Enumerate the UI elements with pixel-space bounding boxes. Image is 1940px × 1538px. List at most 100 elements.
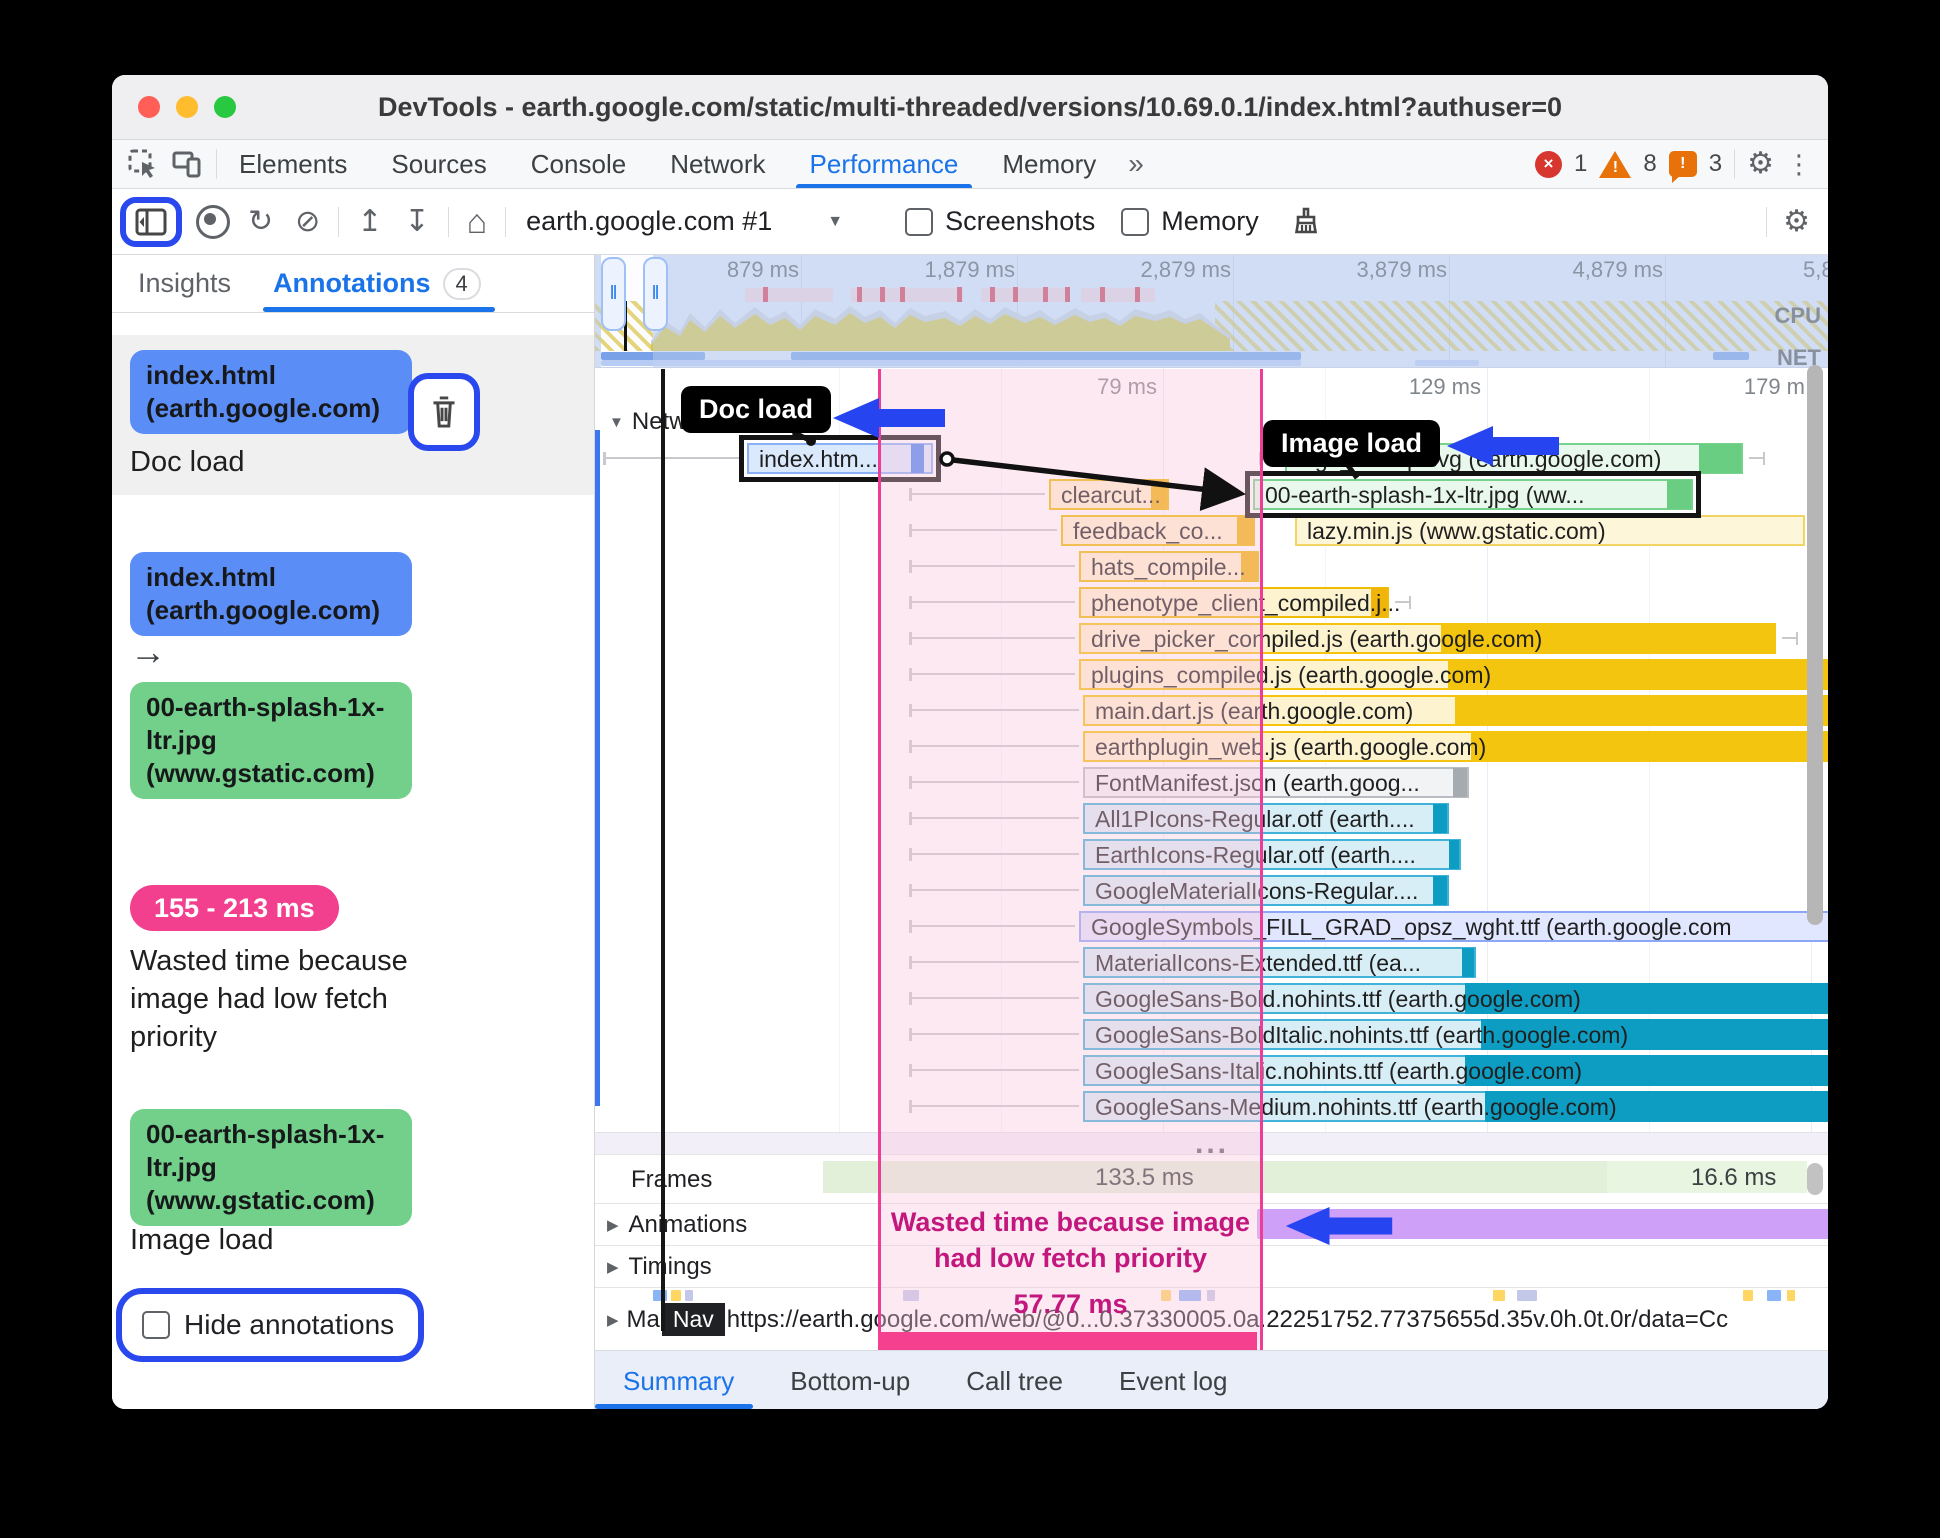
network-request-bar[interactable]: 00-earth-splash-1x-ltr.jpg (ww... <box>1253 479 1693 510</box>
reload-and-record-button[interactable]: ↻ <box>248 204 274 238</box>
warning-icon[interactable]: ! <box>1599 150 1632 178</box>
frames-track[interactable]: Frames 133.5 ms 16.6 ms <box>595 1154 1828 1204</box>
history-dropdown[interactable]: earth.google.com #1 ▼ <box>526 206 843 237</box>
network-request-bar[interactable]: earthplugin_web.js (earth.google.com) <box>1083 731 1828 762</box>
network-request-bar[interactable]: GoogleSans-Medium.nohints.ttf (earth.goo… <box>1083 1091 1828 1122</box>
request-whisker <box>909 740 1079 753</box>
tab-performance[interactable]: Performance <box>788 140 981 188</box>
kebab-menu-icon[interactable]: ⋮ <box>1786 149 1812 179</box>
overview-tick-label: 5,8 <box>1803 257 1828 282</box>
minimize-button[interactable] <box>176 96 198 118</box>
network-request-bar[interactable]: FontManifest.json (earth.goog... <box>1083 767 1469 798</box>
network-request-bar[interactable]: index.htm... <box>747 443 933 474</box>
frame-bar[interactable] <box>823 1161 1607 1193</box>
annotation-pill-image[interactable]: 00-earth-splash-1x-ltr.jpg (www.gstatic.… <box>130 1109 412 1226</box>
network-request-bar[interactable]: EarthIcons-Regular.otf (earth.... <box>1083 839 1461 870</box>
hide-annotations-checkbox[interactable] <box>142 1311 170 1339</box>
network-request-bar[interactable]: MaterialIcons-Extended.ttf (ea... <box>1083 947 1476 978</box>
network-request-bar[interactable]: GoogleSans-Bold.nohints.ttf (earth.googl… <box>1083 983 1828 1014</box>
network-request-bar[interactable]: GoogleSymbols_FILL_GRAD_opsz_wght.ttf (e… <box>1079 911 1828 942</box>
network-request-bar[interactable]: lazy.min.js (www.gstatic.com) <box>1295 515 1805 546</box>
network-request-bar[interactable]: feedback_co... <box>1061 515 1255 546</box>
image-load-callout: Image load <box>1263 420 1441 467</box>
expand-triangle-icon[interactable]: ▶ <box>607 1259 619 1276</box>
sidebar-toggle-button[interactable] <box>135 208 167 236</box>
screenshots-toggle[interactable]: Screenshots <box>905 206 1095 237</box>
issues-icon[interactable]: ! <box>1668 151 1697 183</box>
tab-network[interactable]: Network <box>670 148 766 179</box>
main-thread-activity-chip <box>903 1290 919 1301</box>
network-request-bar[interactable]: drive_picker_compiled.js (earth.google.c… <box>1079 623 1776 654</box>
tab-memory[interactable]: Memory <box>1002 148 1097 179</box>
tab-insights[interactable]: Insights <box>138 268 232 298</box>
time-range-badge[interactable]: 155 - 213 ms <box>130 885 339 931</box>
tab-bottom-up[interactable]: Bottom-up <box>790 1365 911 1396</box>
screenshots-checkbox[interactable] <box>905 207 934 236</box>
inspect-icon[interactable] <box>128 149 158 179</box>
annotation-note: Image load <box>130 1224 274 1256</box>
collect-garbage-icon[interactable] <box>1289 205 1323 239</box>
close-button[interactable] <box>138 96 160 118</box>
request-whisker <box>909 632 1075 645</box>
capture-settings-icon[interactable]: ⚙ <box>1783 204 1810 238</box>
frame-bar[interactable] <box>1607 1161 1807 1193</box>
download-profile-button[interactable]: ↧ <box>404 204 430 238</box>
tab-annotations[interactable]: Annotations 4 <box>263 255 495 312</box>
scrollbar-thumb[interactable] <box>1807 1163 1823 1195</box>
timeline-overview[interactable]: 879 ms 1,879 ms 2,879 ms 3,879 ms 4,879 ms 5,… <box>595 255 1828 368</box>
overview-tick-label: 4,879 ms <box>1572 257 1664 282</box>
network-request-bar[interactable]: GoogleSans-BoldItalic.nohints.ttf (earth… <box>1083 1019 1828 1050</box>
animations-track[interactable]: ▶ Animations <box>595 1203 1828 1246</box>
blue-arrow-icon <box>1285 1207 1393 1245</box>
overview-tick-label: 3,879 ms <box>1356 257 1448 282</box>
network-request-bar[interactable]: hats_compile... <box>1079 551 1259 582</box>
request-whisker <box>909 920 1075 933</box>
annotation-pill-to[interactable]: 00-earth-splash-1x-ltr.jpg (www.gstatic.… <box>130 682 412 799</box>
network-request-bar[interactable]: All1PIcons-Regular.otf (earth.... <box>1083 803 1449 834</box>
upload-profile-button[interactable]: ↥ <box>357 204 383 238</box>
annotation-pill-doc[interactable]: index.html (earth.google.com) <box>130 350 412 434</box>
range-handle-right[interactable]: ‖ <box>643 257 668 331</box>
collapse-triangle-icon[interactable]: ▼ <box>609 413 624 431</box>
network-request-bar[interactable]: plugins_compiled.js (earth.google.com) <box>1079 659 1828 690</box>
tab-console[interactable]: Console <box>530 148 627 179</box>
network-request-bar[interactable]: GoogleSans-Italic.nohints.ttf (earth.goo… <box>1083 1055 1828 1086</box>
timings-track[interactable]: ▶ Timings <box>595 1245 1828 1288</box>
request-whisker <box>1749 452 1765 465</box>
delete-annotation-button[interactable] <box>427 393 461 431</box>
divider <box>216 149 217 179</box>
collapsed-rows-strip[interactable]: ... <box>595 1127 1828 1160</box>
tab-call-tree[interactable]: Call tree <box>966 1365 1064 1396</box>
network-request-bar[interactable]: phenotype_client_compiled.j... <box>1079 587 1400 618</box>
waterfall-tick-label: 129 ms <box>1408 374 1481 399</box>
memory-checkbox[interactable] <box>1121 207 1150 236</box>
error-icon[interactable]: × <box>1535 150 1563 178</box>
vertical-scrollbar[interactable] <box>1807 365 1823 925</box>
tab-summary[interactable]: Summary <box>623 1365 735 1396</box>
expand-triangle-icon[interactable]: ▶ <box>607 1311 619 1329</box>
network-request-bar[interactable]: main.dart.js (earth.google.com) <box>1083 695 1828 726</box>
net-label: NET <box>1777 345 1821 368</box>
request-whisker <box>909 992 1079 1005</box>
device-toolbar-icon[interactable] <box>172 149 202 179</box>
tab-event-log[interactable]: Event log <box>1119 1365 1228 1396</box>
wasted-time-overlay[interactable]: Wasted time because image had low fetch … <box>878 369 1263 1350</box>
home-button[interactable]: ⌂ <box>466 202 488 241</box>
tab-sources[interactable]: Sources <box>391 148 487 179</box>
annotation-pill-from[interactable]: index.html (earth.google.com) <box>130 552 412 636</box>
memory-toggle[interactable]: Memory <box>1121 206 1259 237</box>
more-tabs-icon[interactable]: » <box>1128 148 1144 179</box>
main-thread-track[interactable]: ▶ Ma Nav https://earth.google.com/web/@0… <box>595 1287 1828 1336</box>
record-button[interactable] <box>196 204 230 239</box>
clear-recording-button[interactable]: ⊘ <box>295 204 321 238</box>
settings-gear-icon[interactable]: ⚙ <box>1747 147 1774 180</box>
panel-tab-bar: Elements Sources Console Network Performance… <box>112 140 1828 189</box>
marker-tick <box>1013 287 1018 302</box>
range-handle-left[interactable]: ‖ <box>601 257 626 331</box>
tab-elements[interactable]: Elements <box>239 148 348 179</box>
expand-triangle-icon[interactable]: ▶ <box>607 1217 619 1234</box>
network-request-bar[interactable]: GoogleMaterialIcons-Regular.... <box>1083 875 1449 906</box>
divider <box>338 206 340 237</box>
zoom-button[interactable] <box>214 96 236 118</box>
